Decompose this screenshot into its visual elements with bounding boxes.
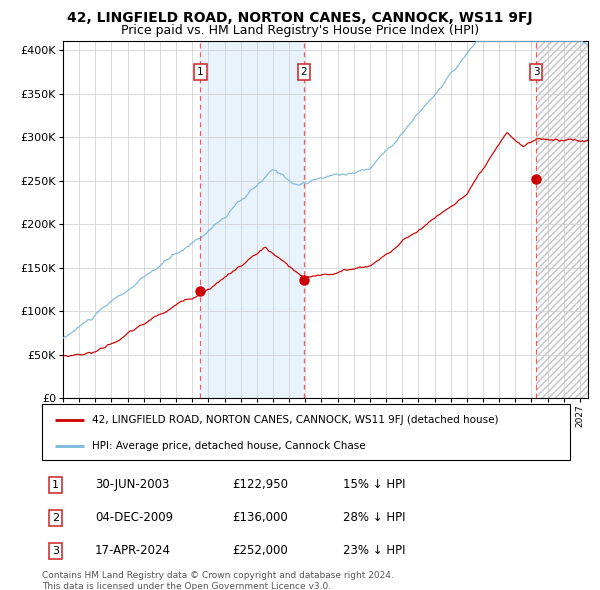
Text: 30-JUN-2003: 30-JUN-2003 bbox=[95, 478, 169, 491]
Text: HPI: Average price, detached house, Cannock Chase: HPI: Average price, detached house, Cann… bbox=[92, 441, 366, 451]
Text: £252,000: £252,000 bbox=[232, 544, 288, 558]
Text: Contains HM Land Registry data © Crown copyright and database right 2024.
This d: Contains HM Land Registry data © Crown c… bbox=[42, 571, 394, 590]
Text: 3: 3 bbox=[52, 546, 59, 556]
Bar bbox=[536, 41, 588, 398]
Text: 23% ↓ HPI: 23% ↓ HPI bbox=[343, 544, 406, 558]
Text: 28% ↓ HPI: 28% ↓ HPI bbox=[343, 511, 406, 525]
Text: 3: 3 bbox=[533, 67, 539, 77]
Text: 42, LINGFIELD ROAD, NORTON CANES, CANNOCK, WS11 9FJ: 42, LINGFIELD ROAD, NORTON CANES, CANNOC… bbox=[67, 11, 533, 25]
Text: 15% ↓ HPI: 15% ↓ HPI bbox=[343, 478, 406, 491]
Text: 1: 1 bbox=[52, 480, 59, 490]
Text: £136,000: £136,000 bbox=[232, 511, 288, 525]
Bar bbox=[536, 41, 588, 398]
Text: 1: 1 bbox=[197, 67, 203, 77]
Text: 17-APR-2024: 17-APR-2024 bbox=[95, 544, 171, 558]
Text: 42, LINGFIELD ROAD, NORTON CANES, CANNOCK, WS11 9FJ (detached house): 42, LINGFIELD ROAD, NORTON CANES, CANNOC… bbox=[92, 415, 499, 425]
Text: Price paid vs. HM Land Registry's House Price Index (HPI): Price paid vs. HM Land Registry's House … bbox=[121, 24, 479, 37]
FancyBboxPatch shape bbox=[42, 404, 570, 460]
Bar bbox=[200, 41, 304, 398]
Text: 2: 2 bbox=[301, 67, 307, 77]
Text: 04-DEC-2009: 04-DEC-2009 bbox=[95, 511, 173, 525]
Text: 2: 2 bbox=[52, 513, 59, 523]
Text: £122,950: £122,950 bbox=[232, 478, 288, 491]
